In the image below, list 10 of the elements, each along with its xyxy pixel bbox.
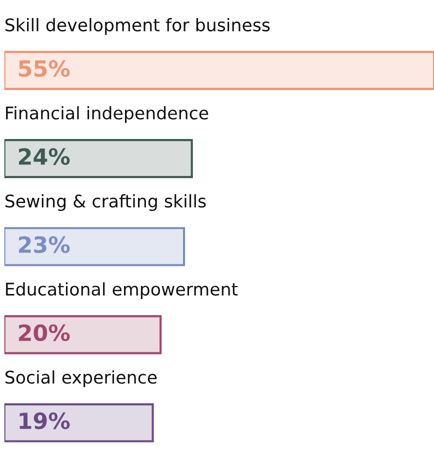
y-tick-label: Educational empowerment xyxy=(6,282,238,300)
data-label: 20% xyxy=(18,324,70,342)
data-label: 55% xyxy=(18,60,70,77)
data-label: 19% xyxy=(20,412,70,430)
y-tick-label: Sewing & crafting skills xyxy=(5,194,206,211)
y-tick-label: Skill development for business xyxy=(5,18,270,35)
y-tick-label: Financial independence xyxy=(6,106,208,123)
data-label: 23% xyxy=(18,236,70,254)
y-tick-label: Social experience xyxy=(5,370,157,388)
data-label: 24% xyxy=(18,148,70,165)
